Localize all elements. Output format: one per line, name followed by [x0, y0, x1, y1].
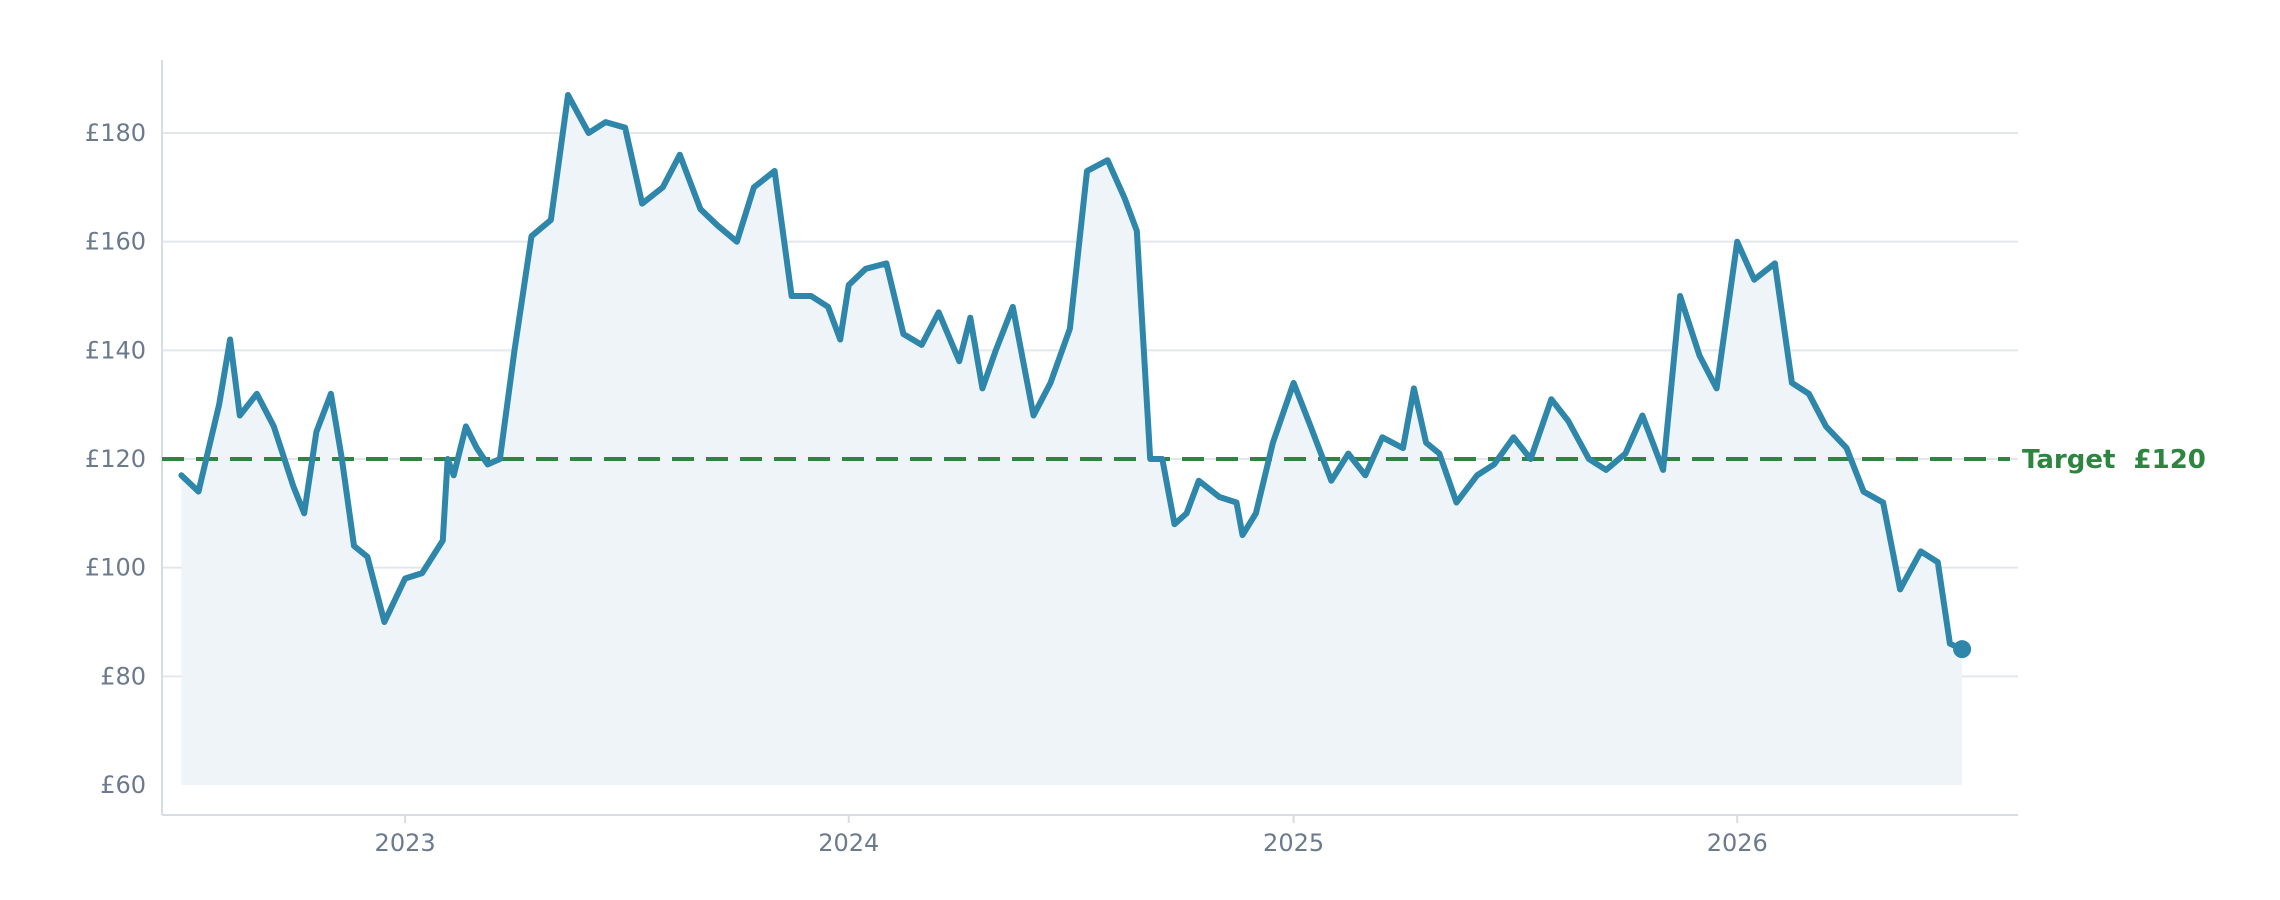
y-tick-label: £140 [85, 336, 146, 364]
last-price-marker [1953, 640, 1972, 659]
y-tick-label: £100 [85, 554, 146, 582]
y-tick-label: £60 [100, 771, 146, 799]
y-tick-label: £80 [100, 662, 146, 690]
x-tick-label: 2023 [375, 829, 436, 857]
price-line-series [178, 92, 1966, 653]
x-tick-label: 2026 [1707, 829, 1768, 857]
y-tick-label: £180 [85, 119, 146, 147]
y-axis-ticks: £60 £80 £100 £120 £140 £160 £180 [85, 119, 146, 799]
x-tick-label: 2025 [1263, 829, 1324, 857]
x-tick-label: 2024 [818, 829, 879, 857]
price-area-fill [181, 95, 1963, 785]
x-axis-ticks: 2023 2024 2025 2026 [375, 815, 1768, 857]
y-tick-label: £120 [85, 445, 146, 473]
y-tick-label: £160 [85, 228, 146, 256]
target-label: Target £120 [2022, 445, 2206, 475]
axes [161, 60, 2018, 816]
